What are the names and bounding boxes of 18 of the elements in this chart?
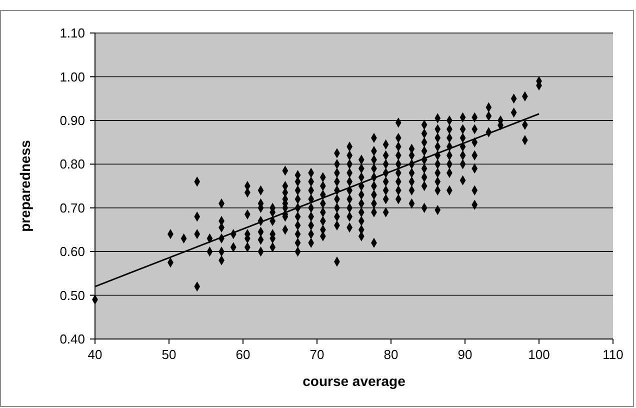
x-tick-label: 80 <box>384 347 398 362</box>
y-tick-label: 0.90 <box>60 112 85 128</box>
y-tick-label: 0.40 <box>60 332 85 347</box>
x-axis-title: course average <box>302 373 406 389</box>
x-tick-label: 60 <box>236 347 250 362</box>
x-tick-label: 70 <box>310 347 324 362</box>
x-tick-label: 40 <box>88 347 102 362</box>
y-tick-label: 1.10 <box>60 26 85 41</box>
y-axis-title: preparedness <box>17 140 33 232</box>
y-tick-label: 1.00 <box>60 69 85 84</box>
x-tick-label: 110 <box>602 347 624 362</box>
x-tick-label: 100 <box>528 347 550 362</box>
y-tick-label: 0.60 <box>60 244 85 260</box>
x-tick-label: 90 <box>458 347 472 362</box>
y-tick-label: 0.70 <box>60 200 85 216</box>
y-tick-label: 0.50 <box>60 288 85 303</box>
x-tick-label: 50 <box>162 347 176 362</box>
y-tick-label: 0.80 <box>60 156 85 172</box>
